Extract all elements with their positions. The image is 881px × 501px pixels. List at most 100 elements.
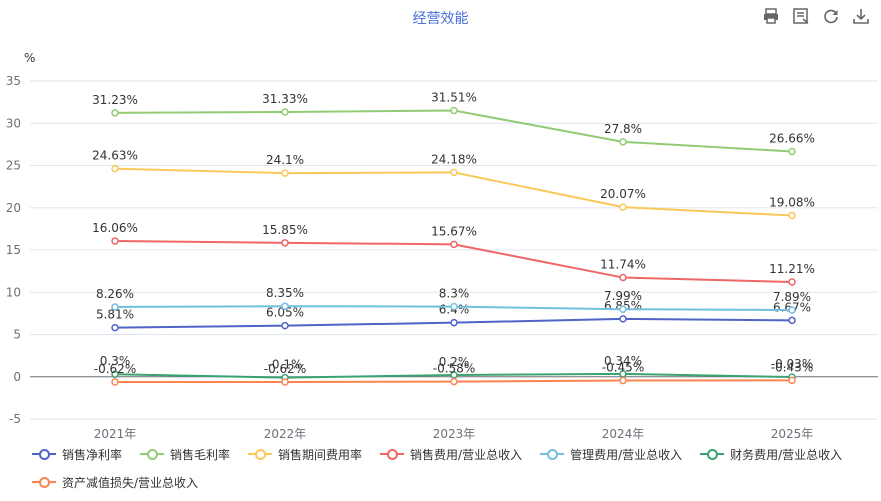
x-tick-label: 2025年 xyxy=(771,427,814,441)
data-label: -0.03% xyxy=(771,357,813,371)
print-icon[interactable] xyxy=(761,6,781,26)
x-tick-label: 2024年 xyxy=(602,427,645,441)
data-point xyxy=(788,316,796,325)
data-label: 0.3% xyxy=(100,354,131,368)
data-point xyxy=(619,203,627,211)
legend-swatch-icon xyxy=(380,447,405,461)
data-point xyxy=(450,377,458,386)
data-label: -0.62% xyxy=(94,362,136,376)
legend-item[interactable]: 资产减值损失/营业总收入 xyxy=(32,472,198,492)
legend-label: 资产减值损失/营业总收入 xyxy=(62,475,199,490)
data-label: 26.66% xyxy=(769,131,815,145)
data-label: 0.34% xyxy=(604,354,642,368)
data-point xyxy=(281,378,289,386)
data-label: 8.26% xyxy=(96,287,134,301)
legend-label: 销售费用/营业总收入 xyxy=(410,447,523,462)
legend-item[interactable]: 销售毛利率 xyxy=(140,444,230,464)
data-point xyxy=(619,315,627,323)
y-tick-label: 10 xyxy=(6,285,21,299)
data-label: 6.05% xyxy=(266,306,304,320)
legend-swatch-icon xyxy=(32,447,56,461)
data-point xyxy=(619,273,627,282)
data-label: 5.81% xyxy=(96,308,134,322)
data-point xyxy=(281,321,289,330)
x-tick-label: 2022年 xyxy=(264,427,307,441)
y-tick-label: 15 xyxy=(6,243,21,257)
data-point xyxy=(281,302,289,310)
data-point xyxy=(111,323,119,332)
data-point xyxy=(281,169,289,177)
legend-item[interactable]: 销售净利率 xyxy=(32,444,122,464)
legend-swatch-icon xyxy=(140,447,165,461)
data-label: 16.06% xyxy=(92,221,138,235)
series-line xyxy=(114,109,793,153)
data-label: 11.21% xyxy=(769,262,815,276)
data-label: -0.45% xyxy=(602,361,644,375)
data-point xyxy=(619,376,627,385)
data-point xyxy=(619,305,627,313)
data-point xyxy=(281,108,289,116)
data-label: -0.43% xyxy=(771,360,813,374)
legend-swatch-icon xyxy=(700,447,725,461)
legend-item[interactable]: 管理费用/营业总收入 xyxy=(540,444,682,464)
data-point xyxy=(111,370,119,378)
chart-toolbar xyxy=(761,6,871,26)
y-tick-label: -5 xyxy=(9,412,21,426)
legend-label: 管理费用/营业总收入 xyxy=(570,447,683,462)
data-label: 31.51% xyxy=(431,90,477,104)
data-view-icon[interactable] xyxy=(791,6,811,26)
legend-label: 销售净利率 xyxy=(62,447,123,462)
data-label: 0.2% xyxy=(439,355,470,369)
data-label: 11.74% xyxy=(600,258,646,272)
data-point xyxy=(450,318,458,327)
legend-swatch-icon xyxy=(540,447,565,461)
refresh-icon[interactable] xyxy=(821,6,841,26)
data-point xyxy=(788,278,796,286)
y-tick-label: 5 xyxy=(13,328,21,342)
data-point xyxy=(788,306,796,314)
data-label: 24.63% xyxy=(92,149,138,163)
x-tick-label: 2021年 xyxy=(94,427,137,441)
data-label: 8.35% xyxy=(266,286,304,300)
data-label: -0.1% xyxy=(268,358,303,372)
y-tick-label: 35 xyxy=(6,74,21,88)
legend-item[interactable]: 销售费用/营业总收入 xyxy=(380,444,522,464)
data-point xyxy=(450,240,458,249)
y-tick-label: 30 xyxy=(6,116,21,130)
data-point xyxy=(450,168,458,177)
legend-item[interactable]: 销售期间费用率 xyxy=(248,444,362,464)
legend-label: 财务费用/营业总收入 xyxy=(730,447,843,462)
data-point xyxy=(111,237,119,245)
legend-label: 销售毛利率 xyxy=(170,447,231,462)
data-point xyxy=(788,376,796,385)
legend-label: 销售期间费用率 xyxy=(278,447,363,462)
legend-swatch-icon xyxy=(248,447,273,461)
data-label: 19.08% xyxy=(769,196,815,210)
data-label: 20.07% xyxy=(600,187,646,201)
data-label: -0.62% xyxy=(264,362,306,376)
data-point xyxy=(111,109,119,117)
chart-title: 经营效能 xyxy=(412,11,469,27)
y-tick-label: 0 xyxy=(13,370,21,384)
data-label: 31.33% xyxy=(262,92,308,106)
legend-swatch-icon xyxy=(32,475,56,489)
data-label: 24.1% xyxy=(266,153,304,167)
data-point xyxy=(111,164,119,173)
download-icon[interactable] xyxy=(851,6,871,26)
data-label: 7.99% xyxy=(604,289,642,303)
data-point xyxy=(450,106,458,115)
data-point xyxy=(111,378,119,386)
data-point xyxy=(281,239,289,247)
x-tick-label: 2023年 xyxy=(433,427,476,441)
data-label: 8.3% xyxy=(439,287,470,301)
y-axis-unit: % xyxy=(24,51,35,65)
data-point xyxy=(788,147,796,156)
data-label: -0.58% xyxy=(433,362,475,376)
y-tick-label: 20 xyxy=(6,201,21,215)
data-point xyxy=(619,138,627,146)
legend-item[interactable]: 财务费用/营业总收入 xyxy=(700,444,842,464)
data-point xyxy=(111,303,119,311)
data-label: 15.85% xyxy=(262,223,308,237)
y-tick-label: 25 xyxy=(6,159,21,173)
